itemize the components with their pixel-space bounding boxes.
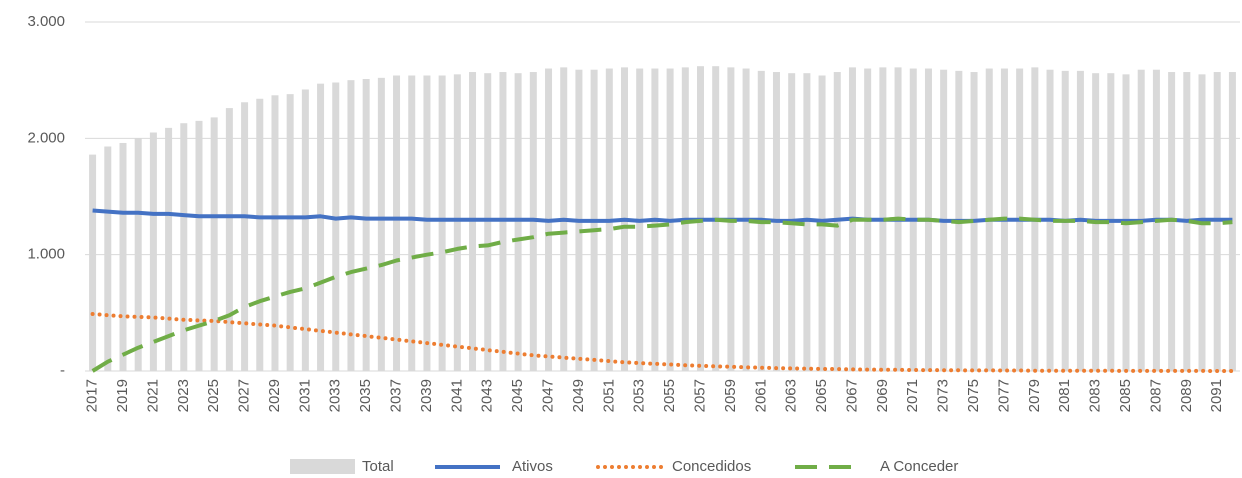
x-tick-label: 2023 — [175, 379, 192, 412]
x-tick-label: 2061 — [752, 379, 769, 412]
x-tick-label: 2051 — [600, 379, 617, 412]
bar — [393, 75, 401, 371]
y-tick-label: 1.000 — [27, 246, 65, 263]
bar — [484, 73, 492, 371]
x-tick-label: 2065 — [813, 379, 830, 412]
x-tick-label: 2091 — [1208, 379, 1225, 412]
bar — [210, 117, 218, 371]
bar — [438, 75, 446, 371]
bar — [377, 77, 385, 371]
x-tick-label: 2079 — [1026, 379, 1043, 412]
x-tick-label: 2071 — [904, 379, 921, 412]
x-tick-label: 2047 — [539, 379, 556, 412]
bar — [1228, 72, 1236, 372]
x-tick-label: 2081 — [1056, 379, 1073, 412]
x-tick-label: 2067 — [843, 379, 860, 412]
x-tick-label: 2073 — [935, 379, 952, 412]
x-tick-label: 2049 — [570, 379, 587, 412]
bar — [195, 120, 203, 371]
x-tick-label: 2077 — [995, 379, 1012, 412]
bar — [408, 75, 416, 371]
x-tick-label: 2031 — [296, 379, 313, 412]
x-tick-label: 2029 — [266, 379, 283, 412]
bar — [453, 74, 461, 371]
x-tick-label: 2017 — [84, 379, 101, 412]
bar — [347, 80, 355, 372]
bar — [149, 132, 157, 371]
bar — [301, 89, 309, 372]
y-tick-label: 2.000 — [27, 129, 65, 146]
x-tick-label: 2055 — [661, 379, 678, 412]
x-tick-label: 2085 — [1117, 379, 1134, 412]
bar — [165, 127, 173, 371]
bar — [514, 73, 522, 371]
legend-label: Ativos — [512, 458, 553, 475]
bar — [286, 94, 294, 372]
x-tick-label: 2025 — [205, 379, 222, 412]
x-tick-label: 2027 — [236, 379, 253, 412]
line-solid — [92, 208, 1233, 223]
legend-label: Total — [362, 458, 394, 475]
legend-label: Concedidos — [672, 458, 751, 475]
x-tick-label: 2057 — [691, 379, 708, 412]
bar — [362, 79, 370, 372]
x-tick-label: 2043 — [479, 379, 496, 412]
bar — [134, 138, 142, 371]
plot — [85, 21, 1240, 372]
x-tick-label: 2075 — [965, 379, 982, 412]
legend-label: A Conceder — [880, 458, 958, 475]
x-tick-label: 2039 — [418, 379, 435, 412]
x-tick-label: 2041 — [448, 379, 465, 412]
x-tick-label: 2063 — [783, 379, 800, 412]
x-tick-label: 2037 — [388, 379, 405, 412]
legend: Total Ativos Concedidos A Conceder — [290, 458, 958, 475]
x-tick-label: 2069 — [874, 379, 891, 412]
bar — [803, 73, 811, 371]
bar — [256, 98, 264, 371]
legend-swatch — [290, 459, 355, 474]
x-tick-label: 2021 — [144, 379, 161, 412]
x-tick-label: 2035 — [357, 379, 374, 412]
bar — [423, 75, 431, 371]
x-tick-label: 2033 — [327, 379, 344, 412]
line-dotted — [90, 312, 1235, 373]
x-tick-label: 2019 — [114, 379, 131, 412]
x-tick-label: 2059 — [722, 379, 739, 412]
bar — [89, 154, 97, 371]
bar — [104, 146, 112, 371]
x-tick-label: 2053 — [631, 379, 648, 412]
y-tick-label: 3.000 — [27, 13, 65, 30]
y-tick-label: - — [60, 362, 65, 379]
x-tick-label: 2083 — [1087, 379, 1104, 412]
bar — [271, 95, 279, 371]
x-tick-label: 2045 — [509, 379, 526, 412]
bar — [119, 142, 127, 371]
bar — [241, 102, 249, 372]
bar — [317, 83, 325, 371]
x-tick-label: 2087 — [1147, 379, 1164, 412]
bar — [332, 82, 340, 371]
line-dashed — [91, 216, 1233, 373]
bar — [225, 108, 233, 371]
x-tick-label: 2089 — [1178, 379, 1195, 412]
bar — [180, 123, 188, 372]
